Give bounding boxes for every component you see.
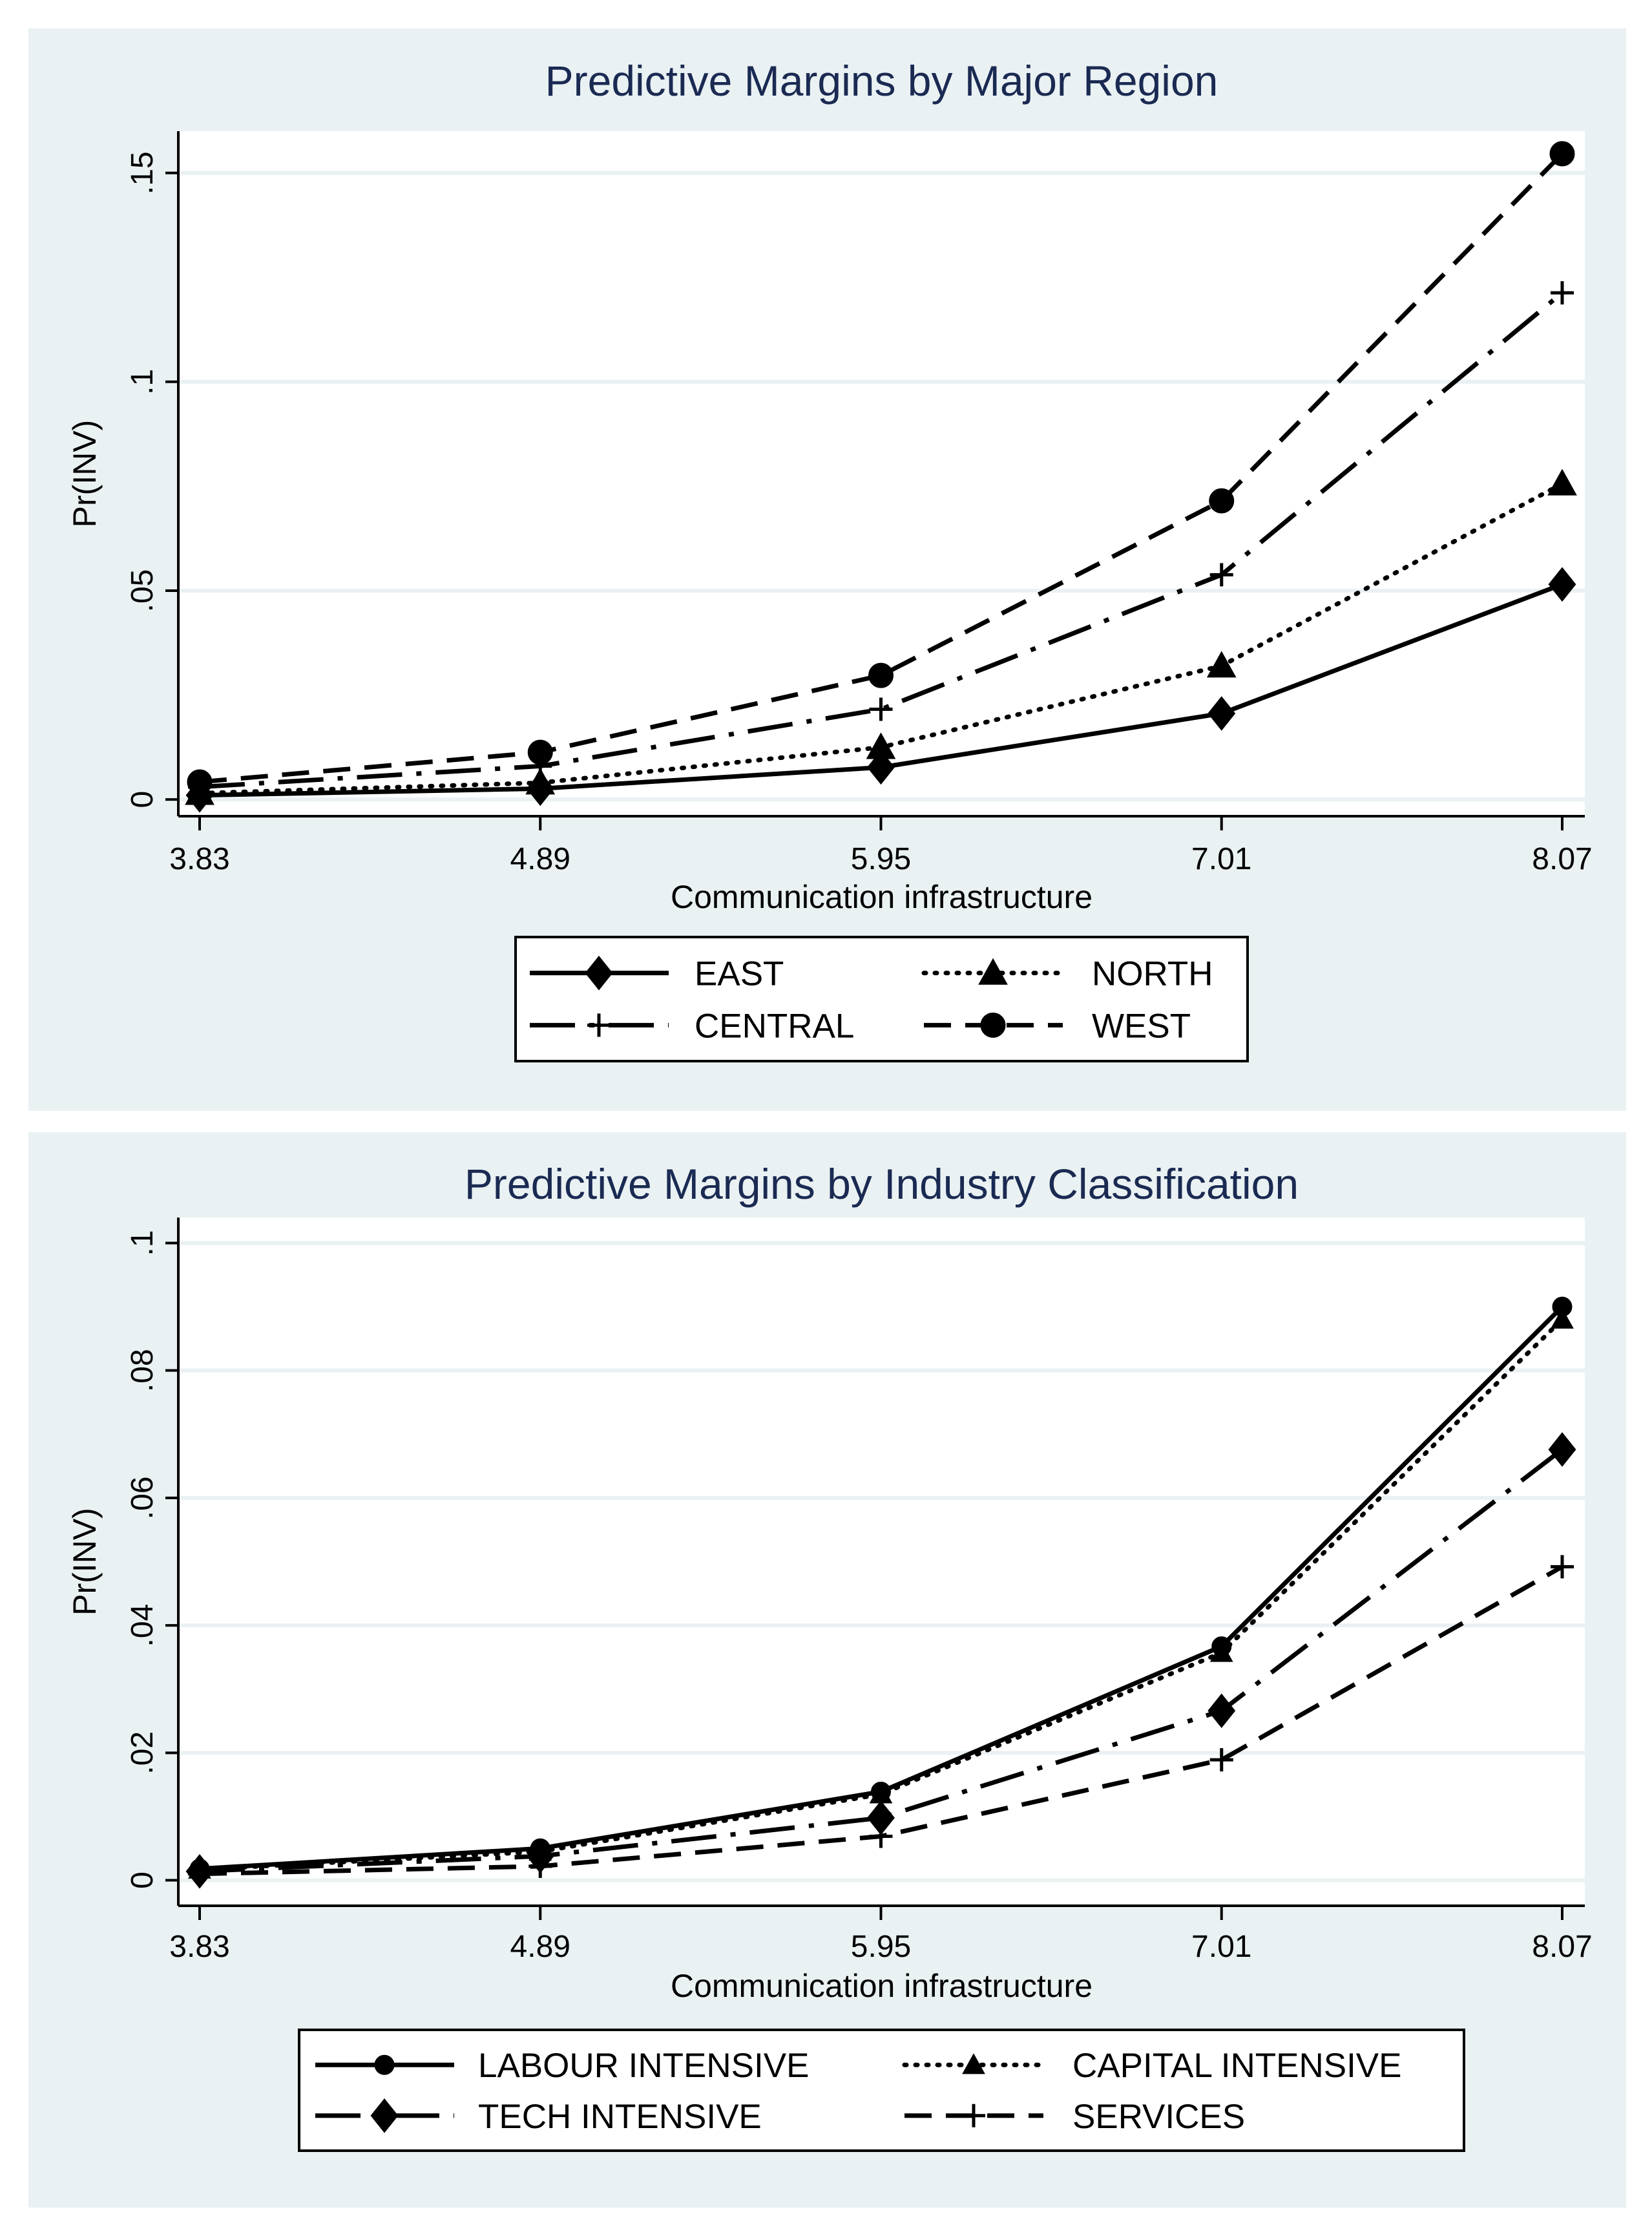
legend-item: WEST — [924, 1007, 1191, 1045]
data-point — [866, 732, 896, 759]
x-tick-label: 4.89 — [510, 842, 570, 876]
x-tick-label: 5.95 — [851, 842, 911, 876]
data-point — [868, 662, 894, 688]
x-axis-label: Communication infrastructure — [671, 879, 1093, 915]
legend-label: TECH INTENSIVE — [478, 2098, 762, 2136]
data-point — [1549, 141, 1575, 167]
data-point — [1551, 1307, 1574, 1329]
x-tick-label: 5.95 — [851, 1930, 911, 1964]
legend-label: WEST — [1092, 1007, 1191, 1045]
x-tick-label: 8.07 — [1532, 1930, 1592, 1964]
legend: LABOUR INTENSIVE CAPITAL INTENSIVE TECH IN… — [298, 2029, 1465, 2152]
data-point — [1547, 469, 1577, 496]
legend-marker — [374, 2054, 395, 2075]
data-point — [1209, 1748, 1233, 1772]
y-tick-label: 0 — [125, 1872, 160, 1889]
data-point — [1208, 696, 1236, 731]
series-line — [199, 291, 1564, 790]
y-tick-label: .1 — [125, 1230, 160, 1256]
series-line — [199, 1448, 1564, 1874]
x-tick-label: 3.83 — [169, 842, 229, 876]
legend: EAST NORTH CENTRAL WEST — [514, 936, 1249, 1062]
x-tick-label: 7.01 — [1191, 842, 1251, 876]
legend-marker — [370, 2098, 399, 2133]
legend-item: SERVICES — [904, 2098, 1245, 2136]
y-tick-label: .08 — [125, 1349, 160, 1392]
legend-label: SERVICES — [1072, 2098, 1245, 2136]
data-point — [869, 697, 893, 721]
legend-box — [514, 936, 1249, 1062]
legend-label: CAPITAL INTENSIVE — [1072, 2047, 1402, 2085]
data-point — [1548, 1432, 1576, 1467]
chart-title: Predictive Margins by Industry Classific… — [465, 1160, 1299, 1208]
y-axis-label: Pr(INV) — [67, 420, 103, 528]
x-axis-label: Communication infrastructure — [671, 1968, 1093, 2004]
legend-item: LABOUR INTENSIVE — [315, 2047, 809, 2085]
data-point — [1209, 1641, 1233, 1662]
legend-label: CENTRAL — [695, 1007, 854, 1045]
legend-item: TECH INTENSIVE — [315, 2098, 762, 2136]
legend-marker — [978, 958, 1008, 985]
legend-label: NORTH — [1092, 955, 1213, 993]
y-tick-label: .02 — [125, 1731, 160, 1775]
legend-label: LABOUR INTENSIVE — [478, 2047, 809, 2085]
data-point — [527, 739, 553, 765]
legend-marker — [585, 955, 613, 991]
chart-panel-1: Predictive Margins by Major Region 0 .05 .1… — [28, 28, 1626, 1111]
series-services — [188, 1555, 1574, 1886]
data-point — [187, 769, 213, 795]
x-tick-label: 7.01 — [1191, 1930, 1251, 1964]
x-tick-label: 4.89 — [510, 1930, 570, 1964]
data-point — [1209, 488, 1235, 514]
legend-item: EAST — [530, 955, 784, 993]
y-axis-label: Pr(INV) — [67, 1508, 103, 1616]
legend-item: CENTRAL — [530, 1007, 854, 1045]
legend-marker — [587, 1013, 611, 1037]
y-tick-label: .04 — [125, 1604, 160, 1647]
data-point — [1206, 651, 1237, 678]
chart-title: Predictive Margins by Major Region — [545, 57, 1218, 105]
chart-panel-2: Predictive Margins by Industry Classific… — [28, 1132, 1626, 2208]
series-line — [199, 152, 1564, 785]
legend-marker — [980, 1012, 1006, 1038]
y-tick-label: .06 — [125, 1477, 160, 1520]
y-tick-label: .05 — [125, 569, 160, 613]
x-tick-label: 3.83 — [169, 1930, 229, 1964]
legend-label: EAST — [695, 955, 784, 993]
legend-marker — [962, 2104, 985, 2127]
x-tick-label: 8.07 — [1532, 842, 1592, 876]
y-tick-label: 0 — [125, 791, 160, 808]
data-point — [1551, 1555, 1574, 1579]
data-point — [528, 1854, 552, 1878]
y-tick-label: .15 — [125, 151, 160, 195]
legend-item: CAPITAL INTENSIVE — [902, 2047, 1402, 2085]
data-point — [869, 1824, 893, 1848]
data-point — [1209, 563, 1233, 587]
legend-item: NORTH — [921, 955, 1213, 993]
data-point — [1551, 281, 1574, 305]
data-point — [1548, 567, 1576, 602]
data-point — [188, 1862, 211, 1886]
series-tech-intensive — [185, 1432, 1576, 1889]
legend-marker — [962, 2053, 985, 2074]
data-point — [1208, 1693, 1236, 1729]
series-west — [187, 141, 1575, 795]
data-point — [525, 768, 556, 795]
legend-box — [298, 2029, 1465, 2152]
y-tick-label: .1 — [125, 369, 160, 395]
